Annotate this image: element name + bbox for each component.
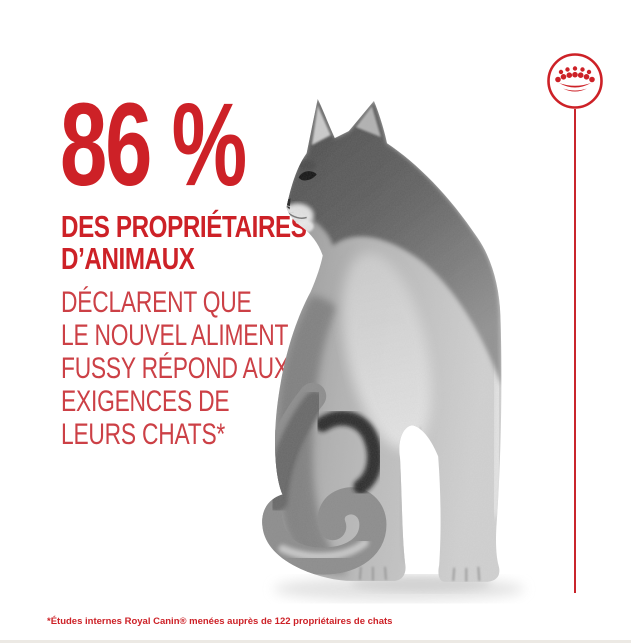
logo-circle bbox=[547, 53, 603, 109]
crown-icon bbox=[555, 66, 595, 92]
footnote: *Études internes Royal Canin® menées aup… bbox=[47, 616, 393, 627]
cat-photo bbox=[262, 99, 525, 601]
royal-canin-logo bbox=[547, 53, 603, 109]
claim-line: LE NOUVEL ALIMENT bbox=[61, 319, 289, 352]
logo-stem-rule bbox=[574, 109, 576, 593]
headline-line-2: D’ANIMAUX bbox=[61, 241, 195, 276]
claim-line: LEURS CHATS* bbox=[61, 418, 226, 451]
claim-line: DÉCLARENT QUE bbox=[61, 286, 252, 319]
claim-line: FUSSY RÉPOND AUX bbox=[61, 352, 289, 385]
cat-shading bbox=[262, 99, 502, 582]
bottom-edge-strip bbox=[0, 640, 631, 643]
claim-line: EXIGENCES DE bbox=[61, 385, 230, 418]
claim-text: DÉCLARENT QUE LE NOUVEL ALIMENT FUSSY RÉ… bbox=[61, 286, 289, 451]
stat-percentage: 86 % bbox=[60, 79, 247, 211]
headline-line-1: DES PROPRIÉTAIRES bbox=[61, 209, 307, 244]
headline: DES PROPRIÉTAIRES D’ANIMAUX bbox=[61, 211, 307, 275]
